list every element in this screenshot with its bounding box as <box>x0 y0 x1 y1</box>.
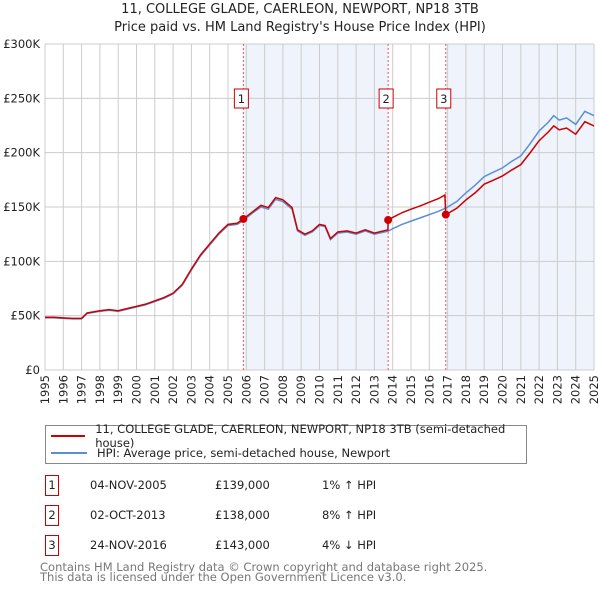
sale-label-box <box>233 88 249 109</box>
x-tick-label: 2001 <box>148 375 162 404</box>
x-tick-label: 2007 <box>258 375 272 404</box>
legend-item-property: 11, COLLEGE GLADE, CAERLEON, NEWPORT, NP… <box>46 422 526 450</box>
sale-date: 02-OCT-2013 <box>90 508 166 522</box>
footer-line-2: This data is licensed under the Open Gov… <box>40 570 407 584</box>
y-tick-label: £50K <box>11 309 41 323</box>
x-tick-label: 2025 <box>587 375 600 404</box>
x-tick-label: 2000 <box>130 375 144 404</box>
sale-id-box: 2 <box>45 505 59 526</box>
sale-label: 1 <box>238 92 245 106</box>
legend-swatch-hpi <box>51 452 87 454</box>
x-tick-label: 2013 <box>367 375 381 404</box>
x-tick-label: 2021 <box>514 375 528 404</box>
x-tick-label: 2018 <box>459 375 473 404</box>
x-tick-label: 2002 <box>166 375 180 404</box>
footer-line-1: Contains HM Land Registry data © Crown c… <box>40 560 488 574</box>
sale-label-box <box>378 88 394 109</box>
y-tick-label: £300K <box>3 37 40 51</box>
sale-id-box: 1 <box>45 475 59 496</box>
legend-swatch-property <box>51 435 86 437</box>
x-tick-label: 2006 <box>239 375 253 404</box>
x-tick-label: 2005 <box>221 375 235 404</box>
sale-id-box: 3 <box>45 535 59 556</box>
chart-subtitle: Price paid vs. HM Land Registry's House … <box>114 20 486 35</box>
sale-label: 2 <box>382 92 389 106</box>
sale-label-box <box>436 88 452 109</box>
y-tick-label: £150K <box>3 200 40 214</box>
x-tick-label: 1999 <box>111 375 125 404</box>
sale-price: £138,000 <box>215 508 270 522</box>
x-tick-label: 2014 <box>386 375 400 404</box>
sale-point <box>441 210 450 219</box>
plot-area: 1995 1996 1997 1998 1999 2000 2001 2002 2003 2004… <box>3 37 600 404</box>
x-tick-label: 1998 <box>93 375 107 404</box>
chart-title: 11, COLLEGE GLADE, CAERLEON, NEWPORT, NP… <box>121 2 479 17</box>
x-tick-label: 2019 <box>477 375 491 404</box>
sale-hpi-diff: 1% ↑ HPI <box>322 478 377 492</box>
x-tick-label: 2016 <box>422 375 436 404</box>
x-tick-label: 2004 <box>203 375 217 404</box>
y-tick-label: £250K <box>3 91 40 105</box>
y-tick-label: £0 <box>25 363 40 377</box>
sale-date: 24-NOV-2016 <box>90 538 167 552</box>
y-tick-label: £100K <box>3 254 40 268</box>
sale-hpi-diff: 4% ↓ HPI <box>322 538 377 552</box>
x-tick-label: 1996 <box>56 375 70 404</box>
price-paid-line <box>45 120 595 320</box>
sale-price: £143,000 <box>215 538 270 552</box>
sale-price: £139,000 <box>215 478 270 492</box>
sale-point <box>384 216 393 225</box>
x-tick-label: 2024 <box>569 375 583 404</box>
sale-label: 3 <box>440 92 447 106</box>
sale-point <box>239 214 248 223</box>
x-tick-label: 2020 <box>496 375 510 404</box>
x-tick-label: 1995 <box>38 375 52 404</box>
legend-item-hpi: HPI: Average price, semi-detached house,… <box>46 445 390 461</box>
legend-label-hpi: HPI: Average price, semi-detached house,… <box>97 446 391 460</box>
legend: 11, COLLEGE GLADE, CAERLEON, NEWPORT, NP… <box>45 422 527 464</box>
x-tick-label: 2011 <box>331 375 345 404</box>
x-tick-label: 2023 <box>550 375 564 404</box>
y-tick-label: £200K <box>3 146 40 160</box>
sale-date: 04-NOV-2005 <box>90 478 167 492</box>
legend-label-property: 11, COLLEGE GLADE, CAERLEON, NEWPORT, NP… <box>95 422 506 450</box>
x-tick-label: 2008 <box>276 375 290 404</box>
sale-hpi-diff: 8% ↑ HPI <box>322 508 377 522</box>
x-tick-label: 2015 <box>404 375 418 404</box>
x-tick-label: 2012 <box>349 375 363 404</box>
x-tick-label: 2022 <box>532 375 546 404</box>
x-tick-label: 2009 <box>294 375 308 404</box>
x-tick-label: 2010 <box>313 375 327 404</box>
x-tick-label: 2003 <box>184 375 198 404</box>
x-tick-label: 1997 <box>75 375 89 404</box>
x-tick-label: 2017 <box>441 375 455 404</box>
